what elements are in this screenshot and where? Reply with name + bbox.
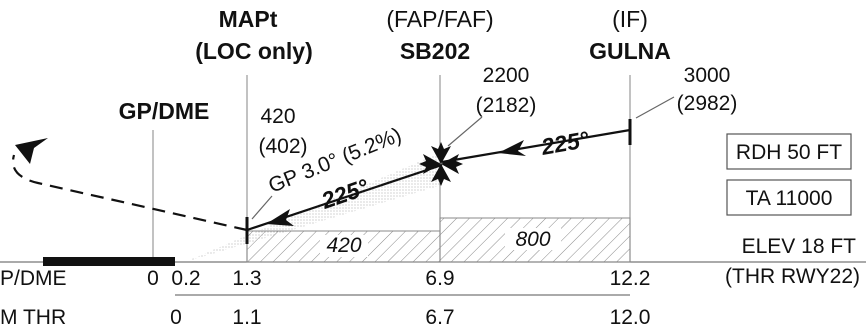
nm-thr-value: 0 [170,306,182,329]
rdh-label: RDH 50 FT [736,141,842,164]
initial-segment-path [441,128,631,164]
runway-bar [43,257,175,266]
mapt-alt-leader [251,195,273,220]
faf-title: (FAP/FAF) [386,6,493,32]
missed-approach-arrow [15,138,48,164]
if-alt-leader [635,96,675,119]
min-alt-label-1: 420 [326,234,361,257]
min-alt-label-bg-2 [505,228,561,250]
nm-thr-value: 1.1 [232,306,261,329]
gp-dme-value: 0 [147,267,159,290]
faf-altitude: 2200 [483,64,530,87]
min-alt-label-2: 800 [515,228,550,251]
nm-thr-value: 6.7 [425,306,454,329]
initial-track-label: 225° [538,126,591,160]
elevation-label: ELEV 18 FT [742,235,857,258]
gp-dme-value: 12.2 [610,267,651,290]
gp-dme-value: 0.2 [171,267,200,290]
faf-name: SB202 [400,38,470,64]
gp-dme-row-label: P/DME [0,267,67,290]
ta-label: TA 11000 [746,187,833,210]
gp-dme-heading: GP/DME [119,98,210,124]
mapt-subtitle: (LOC only) [195,38,313,64]
rdh-box [726,133,852,170]
nm-thr-row-label: M THR [0,306,66,329]
missed-approach-path [11,154,248,232]
faf-alt-leader [447,116,483,147]
final-segment-arrow [266,209,294,226]
gp-dme-value: 6.9 [425,267,454,290]
mapt-height: (402) [258,135,307,158]
faf-height: (2182) [476,94,537,117]
gp-dme-value: 1.3 [232,267,261,290]
mapt-title: MAPt [219,6,278,32]
min-alt-label-bg-1 [320,235,368,257]
if-height: (2982) [677,92,738,115]
if-altitude: 3000 [684,64,731,87]
if-title: (IF) [612,6,648,32]
if-name: GULNA [589,38,671,64]
mapt-altitude: 420 [260,105,295,128]
initial-segment-arrow [498,140,526,156]
threshold-label: (THR RWY22) [725,265,860,288]
nm-thr-value: 12.0 [610,306,651,329]
ta-box [726,179,852,216]
faf-cross-icon [419,142,463,186]
